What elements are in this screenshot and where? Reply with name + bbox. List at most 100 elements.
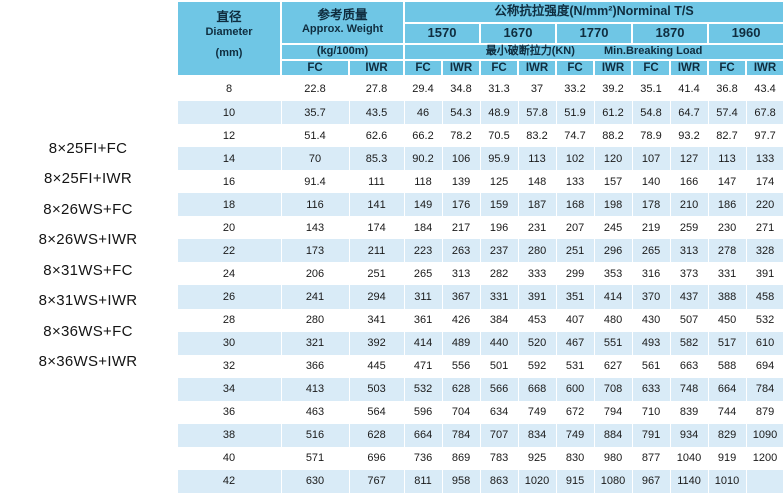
- strength-header: 公称抗拉强度(N/mm²)Norminal T/S: [403, 0, 783, 24]
- table-row: 18 116 141 149 176 159 187 168 198 178 210 186 220: [176, 193, 783, 217]
- value-cell: 251: [555, 239, 595, 263]
- value-cell: 696: [348, 446, 405, 470]
- value-cell: 811: [403, 469, 443, 493]
- value-cell: 749: [517, 400, 557, 424]
- value-cell: 141: [348, 193, 405, 217]
- value-cell: 316: [631, 262, 671, 286]
- value-cell: 331: [707, 262, 747, 286]
- value-cell: 37: [517, 76, 557, 102]
- value-cell: 113: [517, 147, 557, 171]
- value-cell: 39.2: [593, 76, 633, 102]
- table-row: 26 241 294 311 367 331 391 351 414 370 437 388 458: [176, 285, 783, 309]
- value-cell: 627: [593, 354, 633, 378]
- weight-unit-header: (kg/100m): [279, 43, 406, 61]
- value-cell: 517: [707, 331, 747, 355]
- value-cell: 106: [441, 147, 481, 171]
- value-cell: 299: [555, 262, 595, 286]
- value-cell: 1200: [745, 446, 783, 470]
- value-cell: 450: [707, 308, 747, 332]
- value-cell: 62.6: [348, 124, 405, 148]
- value-cell: 57.8: [517, 101, 557, 125]
- diameter-cell: 18: [176, 193, 282, 217]
- value-cell: [745, 469, 783, 493]
- construction-label: 8×25FI+FC: [48, 140, 128, 157]
- value-cell: 311: [403, 285, 443, 309]
- value-cell: 373: [669, 262, 709, 286]
- value-cell: 863: [479, 469, 519, 493]
- value-cell: 551: [593, 331, 633, 355]
- value-cell: 265: [403, 262, 443, 286]
- diameter-cell: 34: [176, 377, 282, 401]
- value-cell: 704: [441, 400, 481, 424]
- value-cell: 426: [441, 308, 481, 332]
- value-cell: 88.2: [593, 124, 633, 148]
- value-cell: 245: [593, 216, 633, 240]
- value-cell: 361: [403, 308, 443, 332]
- value-cell: 133: [555, 170, 595, 194]
- value-cell: 271: [745, 216, 783, 240]
- value-cell: 54.3: [441, 101, 481, 125]
- value-cell: 414: [593, 285, 633, 309]
- value-cell: 43.4: [745, 76, 783, 102]
- value-cell: 178: [631, 193, 671, 217]
- construction-label: 8×31WS+FC: [43, 261, 133, 279]
- value-cell: 520: [517, 331, 557, 355]
- value-cell: 915: [555, 469, 595, 493]
- value-cell: 566: [479, 377, 519, 401]
- breaking-load-header: 最小破断拉力(KN) Min.Breaking Load: [403, 43, 783, 61]
- value-cell: 458: [745, 285, 783, 309]
- value-cell: 91.4: [280, 170, 350, 194]
- table-row: 14 70 85.3 90.2 106 95.9 113 102 120 107 127 113 133: [176, 147, 783, 171]
- table-row: 12 51.4 62.6 66.2 78.2 70.5 83.2 74.7 88.2 78.9 93…: [176, 124, 783, 148]
- value-cell: 187: [517, 193, 557, 217]
- value-cell: 708: [593, 377, 633, 401]
- value-cell: 561: [631, 354, 671, 378]
- value-cell: 414: [403, 331, 443, 355]
- value-cell: 231: [517, 216, 557, 240]
- breaking-load-en: Min.Breaking Load: [603, 45, 703, 57]
- value-cell: 280: [280, 308, 350, 332]
- value-cell: 596: [403, 400, 443, 424]
- value-cell: 206: [280, 262, 350, 286]
- grade-header-1870: 1870: [631, 22, 710, 45]
- value-cell: 392: [348, 331, 405, 355]
- value-cell: 1020: [517, 469, 557, 493]
- table-row: 36 463 564 596 704 634 749 672 794 710 839 744 879: [176, 400, 783, 424]
- value-cell: 633: [631, 377, 671, 401]
- value-cell: 437: [669, 285, 709, 309]
- value-cell: 90.2: [403, 147, 443, 171]
- value-cell: 672: [555, 400, 595, 424]
- value-cell: 463: [280, 400, 350, 424]
- construction-label: 8×36WS+IWR: [38, 352, 138, 370]
- value-cell: 351: [555, 285, 595, 309]
- value-cell: 125: [479, 170, 519, 194]
- value-cell: 388: [707, 285, 747, 309]
- value-cell: 592: [517, 354, 557, 378]
- value-cell: 174: [745, 170, 783, 194]
- value-cell: 834: [517, 423, 557, 447]
- value-cell: 313: [669, 239, 709, 263]
- value-cell: 370: [631, 285, 671, 309]
- value-cell: 391: [745, 262, 783, 286]
- value-cell: 64.7: [669, 101, 709, 125]
- value-cell: 259: [669, 216, 709, 240]
- iwr-header: IWR: [347, 58, 406, 78]
- value-cell: 217: [441, 216, 481, 240]
- iwr-header: IWR: [745, 58, 783, 78]
- iwr-header: IWR: [441, 58, 482, 78]
- grade-header-1570: 1570: [403, 22, 482, 45]
- diameter-cell: 40: [176, 446, 282, 470]
- table-row: 22 173 211 223 263 237 280 251 296 265 313 278 328: [176, 239, 783, 263]
- value-cell: 143: [280, 216, 350, 240]
- value-cell: 263: [441, 239, 481, 263]
- value-cell: 628: [441, 377, 481, 401]
- value-cell: 1140: [669, 469, 709, 493]
- value-cell: 331: [479, 285, 519, 309]
- construction-label: 8×31WS+IWR: [38, 292, 138, 310]
- value-cell: 241: [280, 285, 350, 309]
- value-cell: 453: [517, 308, 557, 332]
- value-cell: 251: [348, 262, 405, 286]
- value-cell: 36.8: [707, 76, 747, 102]
- fc-header: FC: [403, 58, 444, 78]
- value-cell: 85.3: [348, 147, 405, 171]
